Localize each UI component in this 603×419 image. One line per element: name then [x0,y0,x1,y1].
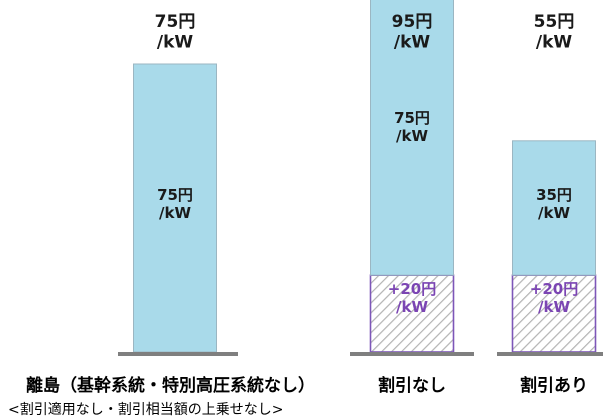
base-label-island: 75円/kW [157,186,193,222]
base-label-no-discount: 75円/kW [394,109,430,145]
bars-layer [118,0,603,356]
total-label-no-discount: 95円/kW [392,12,433,52]
category-label-discount: 割引あり [520,375,588,396]
total-label-island: 75円/kW [155,12,196,52]
surcharge-label-discount: +20円/kW [530,280,578,316]
bar-base-stacked-no-discount [370,0,454,276]
bar-surcharge-discount [511,274,597,353]
surcharge-label-no-discount: +20円/kW [388,280,436,316]
category-label-island: 離島（基幹系統・特別高圧系統なし） [26,375,315,396]
bar-surcharge-no-discount [369,274,455,353]
bar-base-island [133,63,217,353]
base-label-discount: 35円/kW [536,186,572,222]
total-label-discount: 55円/kW [534,12,575,52]
bar-base-stacked-discount [512,140,596,276]
category-note-island: <割引適用なし・割引相当額の上乗せなし> [8,401,283,418]
labels-layer: 75円/kW 75円/kW +20円/kW 75円/kW 95円/kW +20円/kW 35… [155,12,579,316]
category-label-no-discount: 割引なし [378,375,446,396]
